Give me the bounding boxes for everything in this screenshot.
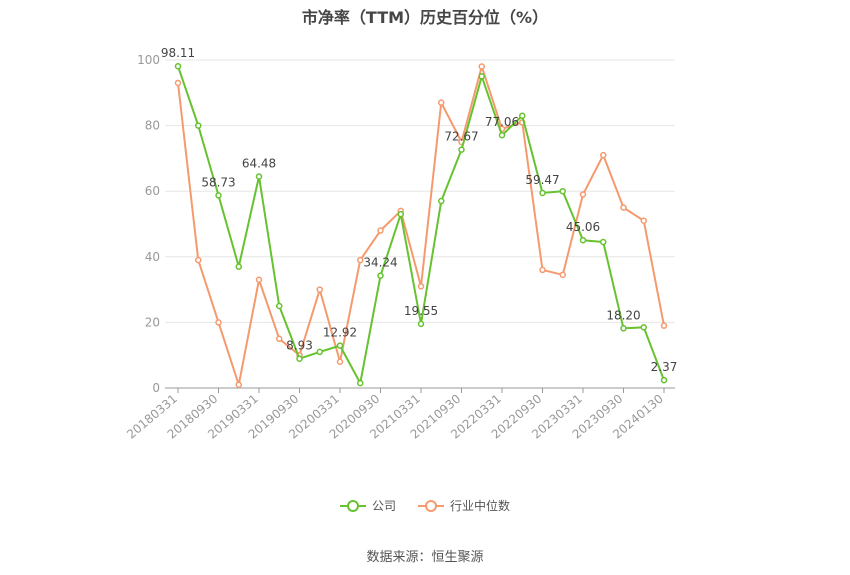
series-0-point [640,324,647,331]
series-0-point [195,122,202,129]
series-1-point [336,358,344,366]
series-0-point [478,73,485,80]
data-label: 98.11 [161,46,195,60]
series-0-point [174,62,182,70]
y-tick-label: 40 [145,250,160,264]
data-label: 64.48 [242,157,276,171]
series-0-point [539,189,546,197]
axes: 0204060801002018033120180930201903312019… [124,53,675,442]
chart-title: 市净率（TTM）历史百分位（%） [301,8,549,27]
series-1-point [660,322,668,329]
y-tick-label: 0 [152,381,160,395]
series-1-point [235,381,242,388]
series-0-point [620,325,627,332]
series-1-point [620,204,627,211]
series-1-point [539,266,546,274]
series-1-point [438,99,445,106]
series-1-point [357,256,364,264]
legend-item-industry[interactable]: 行业中位数 [418,497,510,514]
series-0-point [600,238,607,246]
data-label: 19.55 [404,304,438,318]
legend: 公司 行业中位数 [0,497,850,514]
data-label: 72.67 [444,130,478,144]
series-1-point [600,151,607,159]
series-1-point [276,335,283,343]
legend-industry-marker-icon [418,499,444,512]
data-label: 77.06 [485,115,519,129]
series-0-point [438,197,445,205]
series-0-point [296,355,303,362]
series-1-point [417,283,425,290]
series-1-point [174,79,182,87]
data-label: 12.92 [323,326,357,340]
series-0-point [276,302,283,310]
legend-label-industry: 行业中位数 [450,499,511,513]
data-label: 8.93 [286,339,313,353]
series-1-point [316,286,323,293]
series-0-point [255,173,263,180]
series-0-point [519,112,526,120]
data-label: 45.06 [566,220,600,234]
data-label: 2.37 [651,360,678,374]
series-0-point [579,236,587,244]
series-1-point [195,256,202,264]
legend-company-marker-icon [339,499,366,512]
y-tick-label: 100 [137,53,160,67]
series-1-point [559,271,566,279]
series-0-point [377,272,384,279]
data-label: 58.73 [201,175,235,189]
series-0-point [336,342,344,349]
y-tick-label: 20 [145,315,160,329]
series-1-point [478,63,485,70]
data-labels: 98.11 58.73 64.48 8.93 12.92 34.24 19.55 72.67 7… [161,46,678,374]
series-1-point [215,319,222,326]
series-1-point [377,227,384,234]
series-1-point [255,276,263,284]
data-label: 34.24 [363,256,397,270]
series-0-point [498,131,506,139]
series-0-point [397,210,404,218]
legend-label-company: 公司 [371,499,396,513]
series-0-point [235,263,242,270]
legend-item-company[interactable]: 公司 [339,497,396,514]
data-label: 18.20 [606,308,640,322]
series-1-point [579,191,587,198]
series-0-point [316,348,323,356]
data-label: 59.47 [525,173,559,187]
series-lines [174,62,668,388]
y-tick-label: 60 [145,184,160,198]
series-0-point [357,379,364,387]
series-0-point [458,146,465,153]
series-0-point [215,192,222,199]
source-note: 数据来源：恒生聚源 [366,550,484,565]
series-0-point [660,376,668,384]
series-0-point [417,320,425,328]
y-tick-label: 80 [145,119,160,133]
series-0-point [559,187,566,195]
series-1-point [640,217,647,224]
